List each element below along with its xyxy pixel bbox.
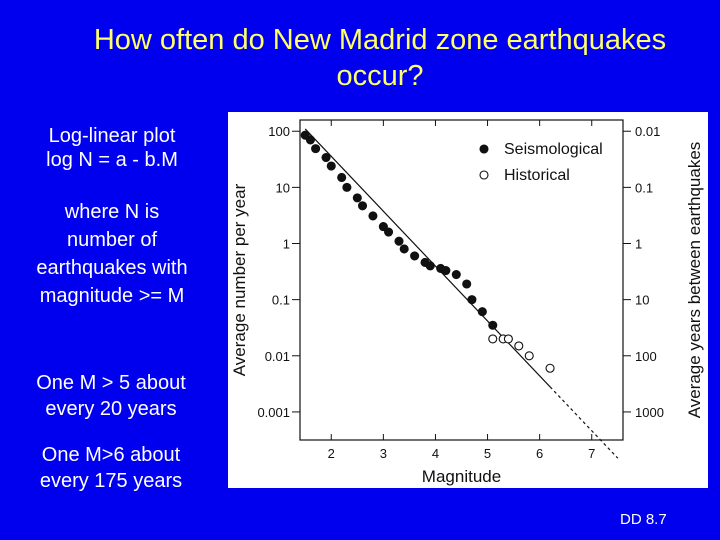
text-plot-type-line-2: log N = a - b.M: [46, 149, 178, 171]
x-tick-label: 5: [484, 446, 491, 461]
legend-marker-seismological: [479, 144, 489, 154]
y-tick-label-right: 1000: [635, 405, 664, 420]
chart-legend: Seismological Historical: [479, 141, 603, 184]
y-tick-label-right: 100: [635, 349, 657, 364]
slide-title-line-1: How often do New Madrid zone earthquakes: [93, 24, 667, 56]
y-tick-label-left: 100: [268, 124, 290, 139]
seismological-point: [311, 144, 321, 154]
x-tick-label: 4: [432, 446, 439, 461]
fit-line-dashed: [549, 386, 619, 459]
text-block-m6: One M>6 about every 175 years: [16, 442, 206, 494]
y-tick-label-right: 0.1: [635, 180, 653, 195]
seismological-point: [326, 161, 336, 171]
y-tick-label-left: 0.01: [265, 349, 290, 364]
y-tick-label-left: 0.001: [257, 405, 290, 420]
x-axis-label: Magnitude: [422, 467, 501, 486]
seismological-point: [357, 201, 368, 211]
seismological-point: [337, 172, 347, 183]
seismological-point: [441, 265, 451, 276]
seismological-point: [488, 320, 498, 330]
x-tick-label: 7: [588, 446, 595, 461]
y-tick-label-left: 1: [283, 237, 290, 252]
text-block-definition: where N is number of earthquakes with ma…: [12, 198, 212, 310]
historical-point: [545, 363, 555, 373]
y-axis-label-left: Average number per year: [230, 183, 249, 376]
seismological-point: [467, 295, 477, 305]
text-m6-line-2: every 175 years: [39, 470, 183, 492]
seismological-point: [477, 307, 487, 317]
historical-point: [514, 341, 524, 351]
seismological-point: [394, 236, 404, 246]
seismological-point: [384, 227, 394, 237]
historical-point: [503, 334, 513, 344]
seismological-point: [378, 222, 388, 232]
text-m5-line-1: One M > 5 about: [36, 372, 186, 394]
x-tick-label: 2: [328, 446, 335, 461]
text-definition-line-1: where N is: [64, 201, 160, 223]
seismological-point: [410, 251, 420, 261]
y-tick-label-right: 1: [635, 237, 642, 252]
slide-number: DD 8.7: [620, 511, 667, 528]
historical-point: [524, 351, 534, 361]
seismological-point: [305, 135, 315, 145]
slide-title: How often do New Madrid zone earthquakes…: [40, 22, 720, 94]
chart-axes: 2 3 4 5 6 7 100 0.01 10 0.1 1 1 0.1 10 0.01 100 0.001 100…: [257, 119, 664, 461]
historical-point: [488, 334, 498, 344]
text-plot-type-line-1: Log-linear plot: [48, 125, 176, 147]
seismological-point: [342, 182, 352, 192]
y-tick-label-left: 0.1: [272, 293, 290, 308]
text-definition-line-2: number of: [66, 229, 158, 251]
legend-label-historical: Historical: [504, 167, 570, 184]
chart-fit-line-group: [304, 128, 619, 459]
seismological-point: [425, 261, 435, 271]
chart-labels-group: Magnitude Average number per year Average …: [230, 142, 704, 486]
chart-points-group: [300, 130, 555, 373]
seismological-point: [399, 244, 409, 254]
seismological-point: [352, 193, 362, 203]
y-tick-label-left: 10: [276, 180, 290, 195]
slide-title-line-2: occur?: [336, 60, 424, 92]
seismological-point: [321, 152, 331, 163]
text-block-m5: One M > 5 about every 20 years: [16, 370, 206, 422]
y-axis-label-right: Average years between earthquakes: [685, 142, 704, 419]
text-m6-line-1: One M>6 about: [41, 444, 181, 466]
y-tick-label-right: 10: [635, 293, 649, 308]
text-definition-line-3: earthquakes with: [36, 257, 188, 279]
y-tick-label-right: 0.01: [635, 124, 660, 139]
legend-marker-historical: [479, 170, 489, 180]
x-tick-label: 3: [380, 446, 387, 461]
text-definition-line-4: magnitude >= M: [39, 285, 185, 307]
x-tick-label: 6: [536, 446, 543, 461]
fit-line-solid: [304, 128, 551, 388]
text-block-plot-type: Log-linear plot log N = a - b.M: [22, 124, 202, 172]
seismological-point: [462, 279, 472, 289]
seismological-point: [368, 211, 378, 221]
magnitude-frequency-chart: 2 3 4 5 6 7 100 0.01 10 0.1 1 1 0.1 10 0.01 100 0.001 100…: [230, 119, 704, 486]
plot-frame: [299, 119, 624, 441]
text-m5-line-2: every 20 years: [45, 398, 177, 420]
legend-label-seismological: Seismological: [504, 141, 603, 158]
chart-panel: 2 3 4 5 6 7 100 0.01 10 0.1 1 1 0.1 10 0.01 100 0.001 100…: [228, 112, 708, 488]
seismological-point: [451, 269, 461, 280]
